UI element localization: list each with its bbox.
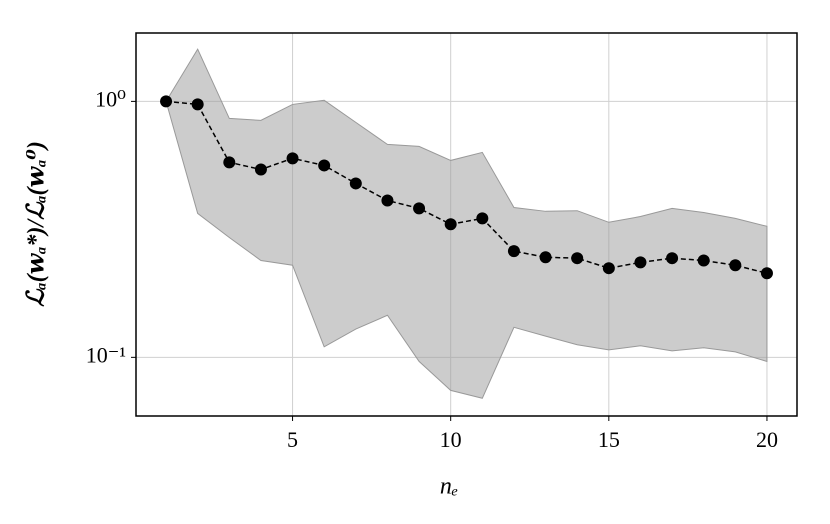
x-tick-label: 15	[598, 427, 620, 452]
point	[539, 251, 552, 264]
y-axis-label: ℒₐ(𝒘ₐ*)/ℒₐ(𝒘ₐ⁰)	[24, 141, 50, 307]
x-axis-label: nₑ	[440, 474, 458, 500]
point	[160, 95, 173, 108]
plot-frame	[135, 32, 798, 417]
x-tick-label: 10	[440, 427, 462, 452]
point	[349, 177, 362, 190]
y-tick-label: 10⁰	[95, 86, 126, 111]
x-tick-label: 20	[756, 427, 778, 452]
point	[507, 245, 520, 258]
point	[223, 156, 236, 169]
point	[476, 212, 489, 225]
point	[729, 259, 742, 272]
point	[571, 252, 584, 265]
point	[697, 254, 710, 267]
y-tick-label: 10⁻¹	[86, 342, 126, 367]
point	[286, 152, 299, 165]
point	[444, 218, 457, 231]
point	[254, 163, 267, 176]
point	[602, 262, 615, 275]
band-fill	[165, 48, 768, 399]
point	[318, 159, 331, 172]
point	[634, 256, 647, 269]
point	[191, 98, 204, 111]
x-tick-label: 5	[287, 427, 298, 452]
point	[760, 267, 773, 280]
point	[666, 252, 679, 265]
point	[381, 194, 394, 207]
point	[413, 202, 426, 215]
